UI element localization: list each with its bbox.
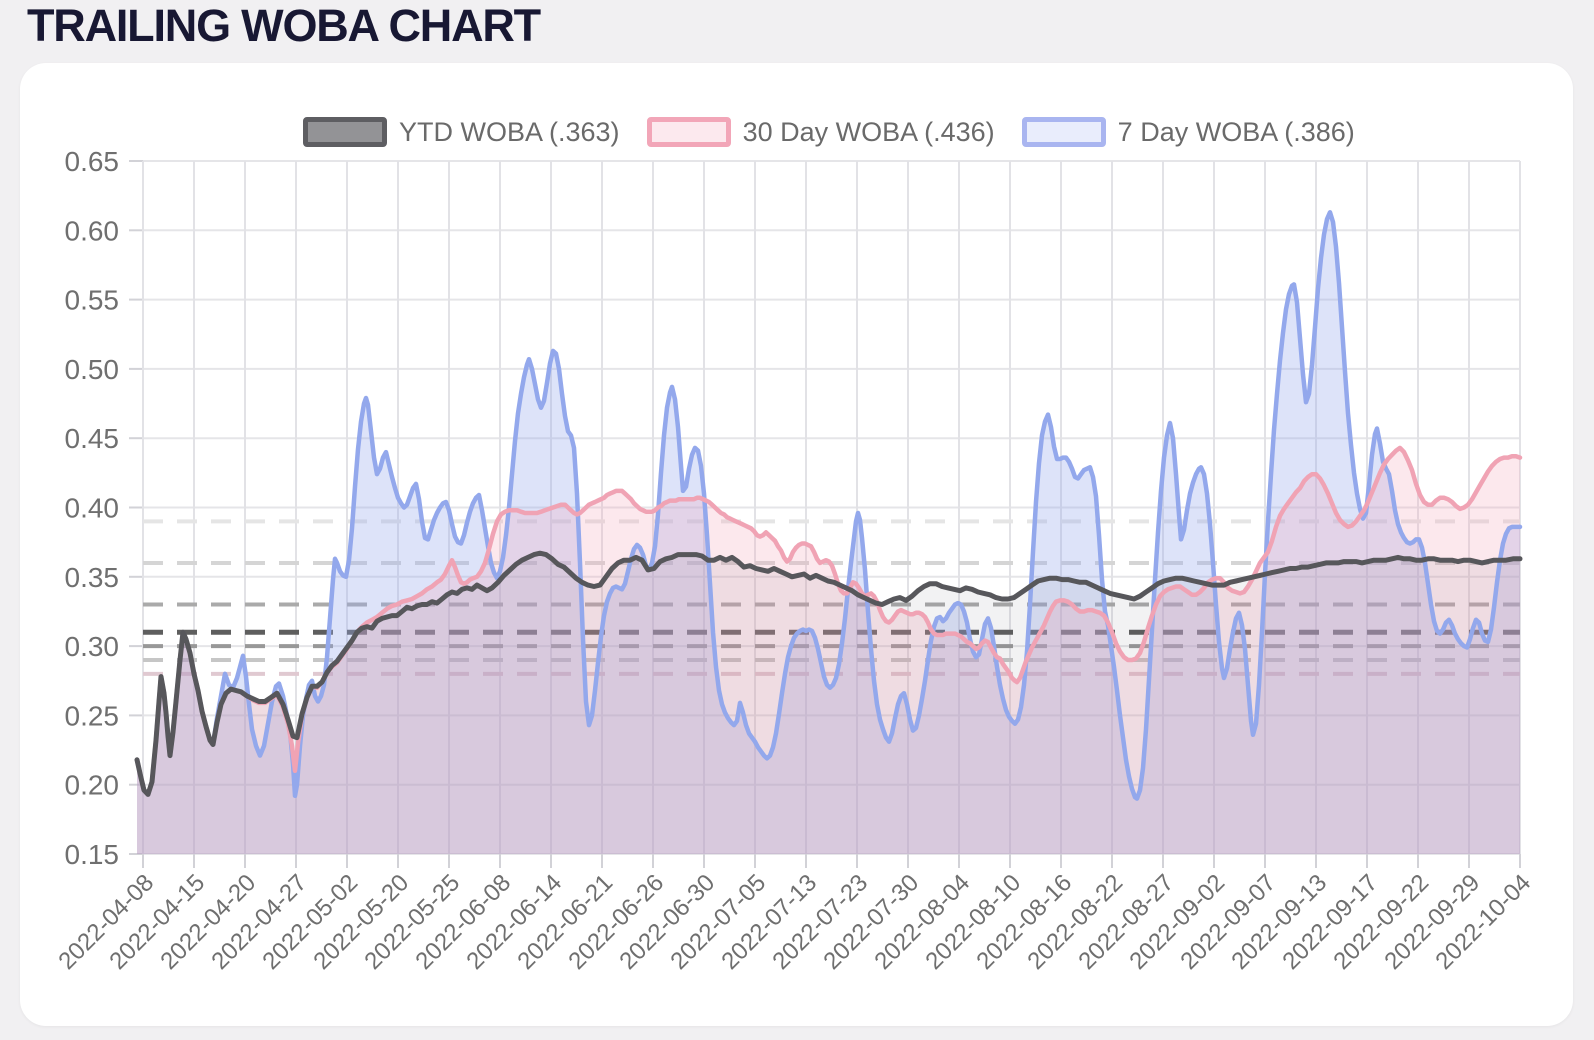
30-day-woba-swatch-icon bbox=[646, 117, 731, 147]
legend-item-30-day-woba[interactable]: 30 Day WOBA (.436) bbox=[646, 116, 995, 148]
legend-item-7-day-woba[interactable]: 7 Day WOBA (.386) bbox=[1021, 116, 1355, 148]
chart-legend: YTD WOBA (.363) 30 Day WOBA (.436) 7 Day… bbox=[303, 110, 1355, 154]
legend-item-ytd-woba[interactable]: YTD WOBA (.363) bbox=[303, 117, 620, 148]
ytd-woba-swatch-icon bbox=[303, 117, 387, 147]
page-title: TRAILING WOBA CHART bbox=[27, 0, 541, 51]
chart-plot-area[interactable] bbox=[125, 158, 1525, 858]
legend-item-label: 30 Day WOBA (.436) bbox=[742, 116, 995, 147]
legend-item-label: 7 Day WOBA (.386) bbox=[1117, 116, 1355, 147]
7-day-woba-swatch-icon bbox=[1021, 117, 1106, 147]
legend-item-label: YTD WOBA (.363) bbox=[399, 116, 620, 147]
